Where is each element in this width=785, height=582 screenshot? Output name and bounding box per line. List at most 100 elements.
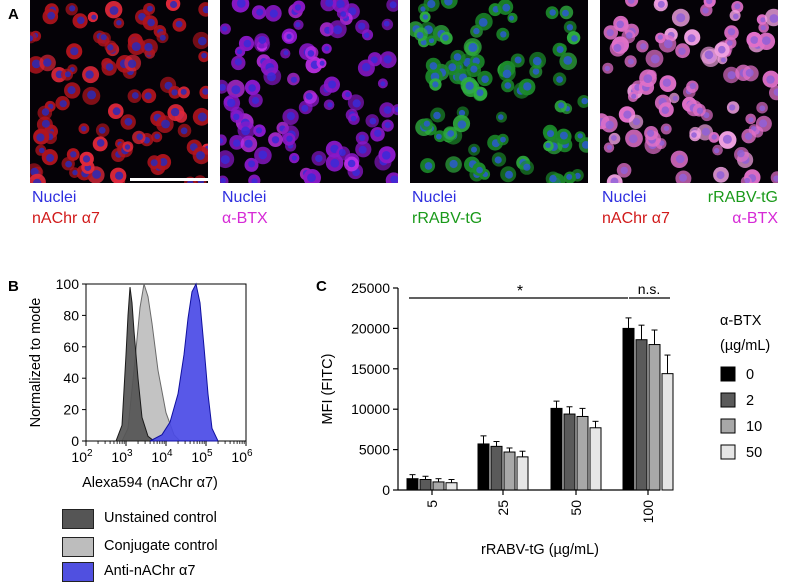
cell-nucleus [566,173,573,180]
cell-nucleus [87,90,97,100]
bar-100-50 [661,373,674,491]
cell-nucleus [236,0,246,8]
cell-nucleus [436,133,442,140]
cell-nucleus [458,109,466,117]
cell-nucleus [773,175,778,182]
cell-nucleus [678,47,686,55]
micrograph-label: nAChr α7 [602,210,670,227]
cell-nucleus [358,22,366,30]
cell-nucleus [478,18,488,27]
cell-nucleus [382,151,391,160]
cell-nucleus [383,55,392,64]
cell-nucleus [500,136,506,143]
cell-nucleus [105,63,114,71]
cell-nucleus [220,138,224,144]
x-tick-base: 10 [71,449,87,465]
cell-nucleus [36,133,45,142]
cell-nucleus [338,149,346,156]
cell-nucleus [251,178,258,183]
legend-swatch-anti [62,562,94,582]
cell-nucleus [358,134,366,141]
cell-nucleus [711,134,717,140]
cell-nucleus [220,155,230,165]
cell-nucleus [498,114,504,120]
cell-nucleus [473,27,480,35]
cell-nucleus [625,32,633,39]
cell-nucleus [127,59,137,68]
cell-nucleus [563,56,573,65]
cell-nucleus [65,160,72,168]
cell-nucleus [581,97,588,105]
cell-nucleus [611,135,617,141]
cell-nucleus [64,71,71,78]
cell-nucleus [760,25,766,31]
bar-25-0 [477,443,490,491]
cell-nucleus [549,174,557,183]
x-tick-exp: 6 [247,448,253,459]
cell-nucleus [358,145,367,154]
cell-nucleus [161,119,171,129]
legend-label-unstained: Unstained control [104,510,217,526]
cell-nucleus [41,108,50,116]
bar-100-2 [635,339,648,491]
cell-nucleus [350,115,357,122]
cell-nucleus [457,120,467,129]
bar-legend-label-0: 0 [746,367,754,383]
cell-nucleus [500,31,507,38]
cell-nucleus [449,159,458,169]
cell-nucleus [231,85,241,95]
cell-nucleus [77,16,85,25]
cell-nucleus [39,147,45,154]
cell-nucleus [307,173,316,183]
cell-nucleus [729,104,736,111]
cell-nucleus [124,117,133,126]
cell-nucleus [672,95,678,101]
cells-image [600,0,778,183]
cell-nucleus [159,158,168,166]
cell-nucleus [623,110,632,119]
cell-nucleus [271,136,280,144]
cell-nucleus [267,72,276,82]
micrograph-4 [600,0,778,183]
cell-nucleus [290,76,297,83]
cell-nucleus [650,54,660,64]
cell-nucleus [663,125,670,132]
ns-label: n.s. [638,281,661,297]
cell-nucleus [283,50,289,56]
cell-nucleus [72,169,78,176]
cell-nucleus [324,46,330,52]
cell-nucleus [613,44,622,52]
cell-nucleus [294,4,302,11]
cell-nucleus [716,171,725,180]
cell-nucleus [610,177,619,183]
cell-nucleus [251,96,260,105]
x-tick-label: 5 [424,500,440,508]
cell-nucleus [236,49,243,55]
cell-nucleus [620,166,628,175]
x-tick-exp: 3 [127,448,133,459]
cell-nucleus [347,159,356,168]
cell-nucleus [389,1,397,9]
x-tick-label: 25 [495,500,511,516]
cell-nucleus [233,113,240,121]
cell-nucleus [748,117,754,123]
y-tick-label: 0 [71,433,79,449]
bar-legend-swatch-2 [720,392,736,408]
legend-label-conjugate: Conjugate control [104,538,218,554]
cell-nucleus [170,107,180,117]
cell-nucleus [363,32,370,38]
cells-image [30,0,208,183]
cell-nucleus [494,156,502,164]
cell-nucleus [286,33,292,40]
cell-nucleus [180,88,187,95]
cell-nucleus [679,173,687,182]
cell-nucleus [319,60,325,66]
cell-nucleus [286,135,293,142]
y-tick-label: 40 [63,370,79,386]
cell-nucleus [444,0,453,6]
bar-legend-swatch-10 [720,418,736,434]
cell-nucleus [131,92,139,99]
cell-nucleus [328,80,337,89]
cell-nucleus [255,127,263,134]
x-tick-base: 10 [231,449,247,465]
